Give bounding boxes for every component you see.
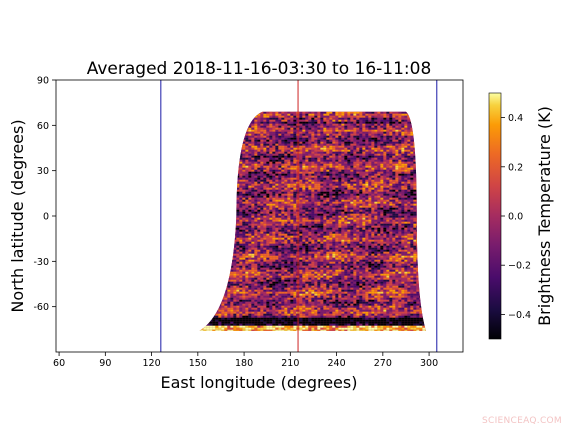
x-tick-label: 180 [235, 358, 253, 369]
colorbar-tick-label: −0.4 [508, 310, 531, 321]
x-tick-label: 300 [420, 358, 438, 369]
x-axis-label: East longitude (degrees) [161, 373, 358, 392]
x-tick-label: 150 [189, 358, 207, 369]
colorbar-tick-label: 0.2 [508, 162, 523, 173]
vertical-marker-lines [160, 80, 438, 352]
colorbar-ticks: −0.4 −0.2 0.0 0.2 0.4 [501, 113, 531, 321]
colorbar-label: Brightness Temperature (K) [535, 106, 554, 326]
y-tick-label: 0 [43, 212, 49, 223]
y-tick-label: -60 [33, 302, 49, 313]
x-tick-label: 90 [99, 358, 111, 369]
y-tick-label: 30 [37, 166, 49, 177]
colorbar-gradient [488, 92, 502, 340]
x-axis-ticks: 60 90 120 150 180 210 240 270 300 [53, 352, 438, 369]
colorbar-tick-label: 0.4 [508, 113, 523, 124]
x-tick-label: 240 [328, 358, 346, 369]
colorbar-tick-label: −0.2 [508, 261, 531, 272]
y-tick-label: 60 [37, 121, 49, 132]
x-tick-label: 120 [143, 358, 161, 369]
watermark-text: SCIENCEAQ.COM [481, 416, 562, 426]
colorbar: −0.4 −0.2 0.0 0.2 0.4 Brightness Temperature… [488, 92, 554, 340]
y-tick-label: 90 [37, 76, 49, 87]
colorbar-tick-label: 0.0 [508, 212, 523, 223]
x-tick-label: 210 [281, 358, 299, 369]
y-axis-ticks: -60 -30 0 30 60 90 [33, 76, 56, 313]
plot-area: 60 90 120 150 180 210 240 270 300 -60 -30 0 30 60 90 [33, 76, 464, 369]
x-tick-label: 270 [374, 358, 392, 369]
y-tick-label: -30 [33, 257, 49, 268]
x-tick-label: 60 [53, 358, 65, 369]
y-axis-label: North latitude (degrees) [8, 119, 27, 312]
chart-title: Averaged 2018-11-16-03:30 to 16-11:08 [87, 59, 432, 79]
